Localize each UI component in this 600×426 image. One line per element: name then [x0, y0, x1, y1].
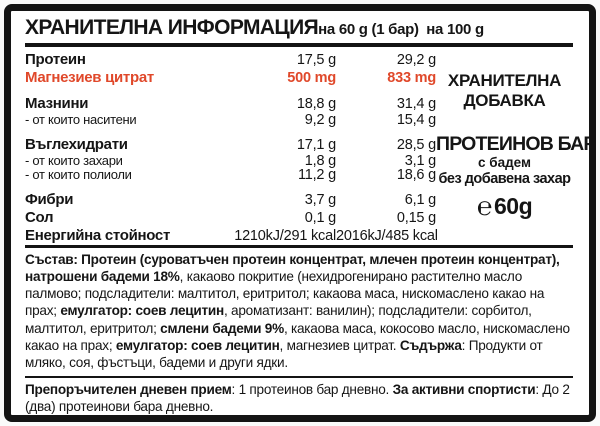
row-label: Сол: [25, 208, 54, 226]
header-divider: [25, 43, 573, 47]
table-header: ХРАНИТЕЛНА ИНФОРМАЦИЯ на 60 g (1 бар) на…: [25, 16, 573, 40]
row-value-100g: 31,4 g: [396, 96, 436, 112]
row-value-60g: 11,2 g: [297, 167, 336, 183]
row-value-60g: 500 mg: [287, 70, 336, 86]
ingredients-run: , какаово покритие (нехидрогенирано раст…: [25, 268, 545, 319]
row-label: - от които захари: [25, 152, 123, 168]
net-weight-value: 60g: [493, 193, 533, 220]
intake-bold-run: Препоръчителен дневен прием: [25, 381, 232, 397]
ingredients-divider: [25, 375, 573, 378]
row-value-60g: 18,8 g: [296, 96, 336, 112]
row-value-100g: 18,6 g: [396, 167, 436, 183]
row-label: - от които наситени: [25, 112, 137, 127]
net-weight: ℮60g: [436, 191, 573, 222]
row-label: Енергийна стойност: [25, 226, 171, 244]
ingredients-bold-run: емулгатор: соев лецитин: [60, 303, 224, 319]
table-row-fiber: Фибри 3,7 g 6,1 g: [25, 191, 436, 209]
table-row-protein: Протеин 17,5 g 29,2 g: [25, 51, 436, 69]
row-label: Фибри: [25, 190, 74, 208]
column-header-60g: на 60 g (1 бар): [318, 21, 419, 38]
table-row-saturated-fat: - от които наситени 9,2 g 15,4 g: [25, 112, 436, 128]
row-value-100g: 0,15 g: [396, 209, 436, 226]
row-label: Мазнини: [25, 95, 89, 112]
daily-intake-paragraph: Препоръчителен дневен прием: 1 протеинов…: [25, 381, 573, 415]
row-label: Протеин: [25, 51, 86, 68]
ingredients-bold-run: смлени бадеми 9%: [160, 320, 284, 336]
athletes-bold-run: За активни спортисти: [392, 381, 536, 397]
table-row-magnesium-citrate: Магнезиев цитрат 500 mg 833 mg: [25, 69, 436, 87]
row-value-100g: 2016kJ/485 kcal: [336, 227, 438, 244]
table-row-salt: Сол 0,1 g 0,15 g: [25, 209, 436, 227]
allergens-run: : Продукти от мляко, соя, фъстъци, бадем…: [25, 337, 543, 371]
ingredients-paragraph: Състав: Протеин (суроватъчен протеин кон…: [25, 251, 573, 372]
row-value-60g: 3,7 g: [304, 191, 336, 208]
nutrition-table: Протеин 17,5 g 29,2 g Магнезиев цитрат 500 …: [25, 47, 438, 245]
allergens-bold-run: Съдържа: [399, 337, 462, 353]
row-value-60g: 17,5 g: [296, 52, 336, 68]
row-value-100g: 28,5 g: [396, 136, 436, 153]
row-value-60g: 17,1 g: [296, 136, 336, 153]
product-name: ПРОТЕИНОВ БАР: [436, 133, 596, 156]
column-header-100g: на 100 g: [426, 21, 484, 38]
ingredients-run: , магнезиев цитрат.: [279, 337, 400, 353]
ingredients-bold-run: Състав: Протеин (суроватъчен протеин кон…: [25, 251, 560, 284]
label-body: Протеин 17,5 g 29,2 g Магнезиев цитрат 500 …: [25, 47, 596, 245]
product-side-panel: ХРАНИТЕЛНА ДОБАВКА ПРОТЕИНОВ БАР с бадем…: [436, 47, 596, 245]
table-bottom-divider: [25, 244, 573, 248]
table-row-polyols: - от които полиоли 11,2 g 18,6 g: [25, 167, 436, 183]
row-value-60g: 0,1 g: [304, 209, 336, 226]
row-label: Въглехидрати: [25, 135, 128, 153]
intake-run: : 1 протеинов бар дневно.: [231, 381, 393, 397]
row-value-100g: 833 mg: [387, 70, 436, 86]
table-row-fat: Мазнини 18,8 g 31,4 g: [25, 95, 436, 113]
row-value-60g: 1210kJ/291 kcal: [234, 227, 336, 244]
row-value-100g: 29,2 g: [396, 52, 436, 68]
table-row-sugars: - от които захари 1,8 g 3,1 g: [25, 152, 436, 169]
estimated-sign-icon: ℮: [476, 191, 493, 222]
row-label: Магнезиев цитрат: [25, 69, 154, 86]
table-row-energy: Енергийна стойност 1210kJ/291 kcal 2016kJ/…: [25, 226, 438, 245]
product-subtitle-no-sugar: без добавена захар: [438, 171, 571, 188]
nutrition-info-title: ХРАНИТЕЛНА ИНФОРМАЦИЯ: [25, 16, 319, 39]
table-row-carbohydrates: Въглехидрати 17,1 g 28,5 g: [25, 136, 436, 154]
ingredients-run: , ароматизант: ванилин); подсладители: с…: [25, 303, 532, 336]
supplement-type-label: ХРАНИТЕЛНА ДОБАВКА: [447, 71, 562, 111]
ingredients-bold-run: емулгатор: соев лецитин: [115, 337, 280, 353]
intake-divider: [25, 419, 573, 421]
row-value-60g: 1,8 g: [304, 152, 336, 169]
athletes-run: : До 2 (два) протеинови бара дневно.: [25, 381, 570, 414]
nutrition-label: ХРАНИТЕЛНА ИНФОРМАЦИЯ на 60 g (1 бар) на…: [4, 4, 596, 422]
row-value-100g: 3,1 g: [404, 152, 436, 169]
row-value-100g: 15,4 g: [396, 112, 436, 128]
row-value-60g: 9,2 g: [304, 112, 336, 128]
row-value-100g: 6,1 g: [404, 191, 436, 208]
row-label: - от които полиоли: [25, 167, 132, 182]
product-subtitle-almond: с бадем: [478, 155, 531, 171]
ingredients-run: , какаова маса, кокосово масло, нискомас…: [25, 320, 570, 353]
